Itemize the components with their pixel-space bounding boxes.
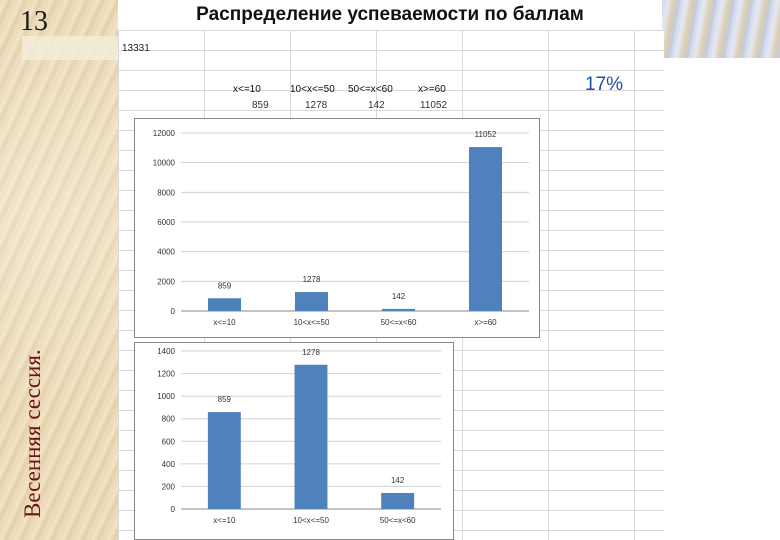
y-tick-label: 12000	[153, 129, 176, 138]
x-tick-label: 10<x<=50	[294, 318, 330, 327]
x-tick-label: 50<=x<60	[380, 516, 416, 525]
value-cell: 859	[252, 100, 269, 111]
y-tick-label: 400	[162, 460, 176, 469]
bar	[468, 147, 503, 311]
x-tick-label: x>=60	[474, 318, 497, 327]
y-tick-label: 2000	[157, 277, 175, 286]
y-tick-label: 1200	[157, 370, 175, 379]
decorative-left-strip	[0, 0, 118, 540]
y-tick-label: 200	[162, 482, 176, 491]
decorative-panel	[22, 36, 118, 60]
value-cell: 11052	[420, 100, 448, 111]
header-cell: 10<x<=50	[290, 84, 335, 95]
data-label: 11052	[475, 130, 497, 139]
data-label: 859	[218, 395, 232, 404]
chart-1-canvas: 0 2000 4000 6000 8000 10000 12000 859 x<=10 1278 1…	[153, 129, 529, 327]
bar-chart-low-scores: 0 200 400 600 800 1000 1200 1400 859 x<=10 1278 10<…	[134, 342, 454, 540]
y-tick-label: 0	[171, 307, 176, 316]
bar	[294, 364, 328, 509]
x-tick-label: 10<x<=50	[293, 516, 329, 525]
x-tick-label: 50<=x<60	[381, 318, 417, 327]
data-label: 1278	[303, 275, 321, 284]
total-count: 13331	[122, 43, 150, 54]
data-label: 142	[391, 476, 405, 485]
x-tick-label: x<=10	[213, 318, 236, 327]
x-tick-label: x<=10	[213, 516, 236, 525]
bar-chart-all: 0 2000 4000 6000 8000 10000 12000 859 x<=10 1278 1…	[134, 118, 540, 338]
header-cell: 50<=x<60	[348, 84, 393, 95]
y-tick-label: 6000	[157, 218, 175, 227]
percent-value: 17%	[585, 74, 624, 95]
y-tick-label: 8000	[157, 188, 175, 197]
y-tick-label: 1000	[157, 392, 175, 401]
slide-number: 13	[20, 6, 48, 37]
bar	[381, 308, 416, 311]
bar	[207, 412, 241, 509]
bar	[381, 492, 415, 509]
y-tick-label: 600	[162, 437, 176, 446]
data-label: 1278	[302, 348, 320, 357]
bar	[207, 298, 242, 311]
data-label: 142	[392, 292, 406, 301]
y-tick-label: 0	[171, 505, 176, 514]
header-cell: x<=10	[233, 84, 261, 95]
value-cell: 1278	[305, 100, 328, 111]
data-label: 859	[218, 281, 232, 290]
y-tick-label: 10000	[153, 159, 176, 168]
bar	[294, 292, 329, 311]
side-title: Весенняя сессия.	[20, 349, 45, 518]
page-title: Распределение успеваемости по баллам	[0, 4, 780, 26]
chart-2-canvas: 0 200 400 600 800 1000 1200 1400 859 x<=10 1278 10<…	[157, 347, 441, 525]
decorative-corner-image	[662, 0, 780, 58]
y-tick-label: 4000	[157, 248, 175, 257]
header-cell: x>=60	[418, 84, 446, 95]
y-tick-label: 800	[162, 415, 176, 424]
title-text: Распределение успеваемости по баллам	[190, 4, 590, 25]
y-tick-label: 1400	[157, 347, 175, 356]
value-cell: 142	[368, 100, 385, 111]
